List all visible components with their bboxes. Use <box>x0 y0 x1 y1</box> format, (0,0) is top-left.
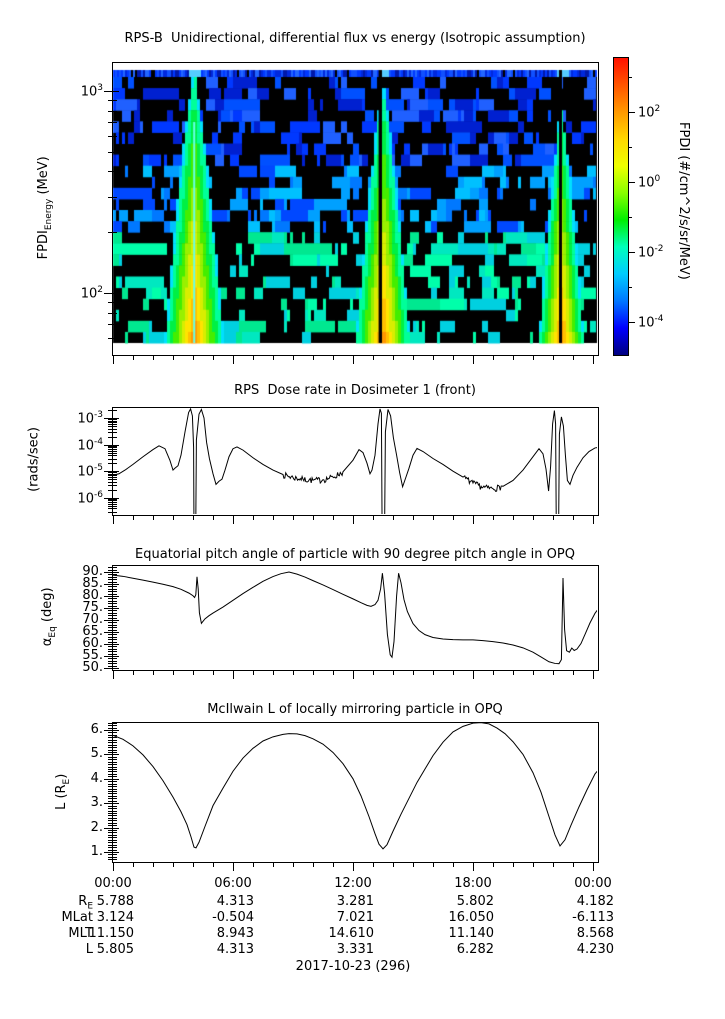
ephemeris-row-label: MLat <box>61 910 93 925</box>
ephemeris-value: 5.802 <box>456 894 494 909</box>
panel3-ylabel-sub: Eq <box>47 626 58 638</box>
panel1-ylabel-post: (MeV) <box>36 156 52 199</box>
ephemeris-value: 3.124 <box>96 910 134 925</box>
ephemeris-value: 4.313 <box>216 894 254 909</box>
panel2-ytick-label: 10-6 <box>77 489 103 507</box>
panel1-title: RPS-B Unidirectional, differential flux … <box>124 31 586 46</box>
ephemeris-value: 16.050 <box>448 910 495 925</box>
panel3-ytick-label: 60. <box>82 636 103 651</box>
panel3-ytick-label: 85. <box>82 576 103 591</box>
panel4-ytick-label: 5. <box>90 746 103 762</box>
ephemeris-row-label: RE <box>78 894 93 912</box>
time-axis-label: 00:00 <box>94 876 132 891</box>
ephemeris-value: 11.150 <box>88 926 135 941</box>
panel1-y-axis-label: FPDIEnergy (MeV) <box>36 98 54 318</box>
panel3-frame <box>112 565 599 671</box>
panel1-ylabel-pre: FPDI <box>36 230 52 260</box>
ephemeris-value: 5.788 <box>96 894 134 909</box>
colorbar-gradient <box>613 57 629 356</box>
panel2-ytick-label: 10-5 <box>77 463 103 480</box>
spectrogram-canvas <box>112 62 598 355</box>
panel4-title: McIlwain L of locally mirroring particle… <box>207 702 503 717</box>
ephemeris-value: 8.943 <box>216 926 254 941</box>
colorbar-tick-label: 102 <box>638 104 661 121</box>
panel4-ytick-label: 1. <box>90 844 103 859</box>
panel4-ytick-label: 3. <box>90 795 103 811</box>
panel3-ytick-label: 80. <box>82 588 103 603</box>
time-axis-label: 06:00 <box>214 876 252 891</box>
time-axis-label: 00:00 <box>574 876 612 891</box>
ephemeris-value: 14.610 <box>328 926 375 941</box>
panel2-title: RPS Dose rate in Dosimeter 1 (front) <box>234 383 476 398</box>
pitch-angle-curve <box>113 571 597 665</box>
panel2-ytick-label: 10-3 <box>77 410 103 427</box>
ephemeris-value: -6.113 <box>572 910 614 925</box>
panel1-ytick-label: 103 <box>80 83 103 100</box>
panel3-ytick-label: 65. <box>82 624 103 639</box>
mcilwain-l-curve <box>113 723 597 850</box>
ephemeris-value: 5.805 <box>96 942 134 957</box>
ephemeris-value: 3.331 <box>336 942 374 957</box>
ephemeris-row-label: MLT <box>68 926 93 941</box>
ephemeris-row-label: L <box>85 942 93 957</box>
panel4-ytick-label: 6. <box>90 722 103 737</box>
colorbar-tick-label: 100 <box>638 174 661 191</box>
panel3-ytick-label: 50. <box>82 660 103 675</box>
panel4-y-axis-label: L (RE) <box>54 682 72 902</box>
time-axis-label: 18:00 <box>454 876 492 891</box>
colorbar-unit-label: FPDI (#/cm^2/s/sr/MeV) <box>676 122 691 280</box>
panel2-ylabel-pre: (rads/sec) <box>26 427 42 492</box>
ephemeris-value: -0.504 <box>212 910 254 925</box>
panel1-ylabel-sub: Energy <box>43 198 54 231</box>
panel3-ytick-label: 55. <box>82 648 103 663</box>
panel4-ytick-label: 4. <box>90 770 103 786</box>
date-label: 2017-10-23 (296) <box>295 959 411 974</box>
ephemeris-value: 6.282 <box>456 942 494 957</box>
ephemeris-value: 11.140 <box>448 926 495 941</box>
time-axis-label: 12:00 <box>334 876 372 891</box>
ephemeris-value: 4.313 <box>216 942 254 957</box>
colorbar-tick-label: 10-4 <box>638 314 664 331</box>
panel2-ytick-label: 10-4 <box>77 436 103 453</box>
ephemeris-value: 8.568 <box>576 926 614 941</box>
ephemeris-value: 3.281 <box>336 894 374 909</box>
panel2-frame <box>112 407 599 516</box>
panel3-ylabel-pre: α <box>40 637 56 647</box>
panel3-ytick-label: 90. <box>82 564 103 579</box>
ephemeris-value: 4.230 <box>576 942 614 957</box>
panel3-ytick-label: 70. <box>82 612 103 627</box>
panel3-ytick-label: 75. <box>82 600 103 615</box>
panel3-title: Equatorial pitch angle of particle with … <box>135 547 575 562</box>
panel1-ytick-label: 102 <box>80 285 103 302</box>
panel4-ytick-label: 2. <box>90 819 103 835</box>
colorbar-tick-label: 10-2 <box>638 244 664 261</box>
panel3-ylabel-post: (deg) <box>40 587 56 627</box>
ephemeris-value: 7.021 <box>336 910 374 925</box>
ephemeris-value: 4.182 <box>576 894 614 909</box>
panel4-frame <box>112 722 599 863</box>
